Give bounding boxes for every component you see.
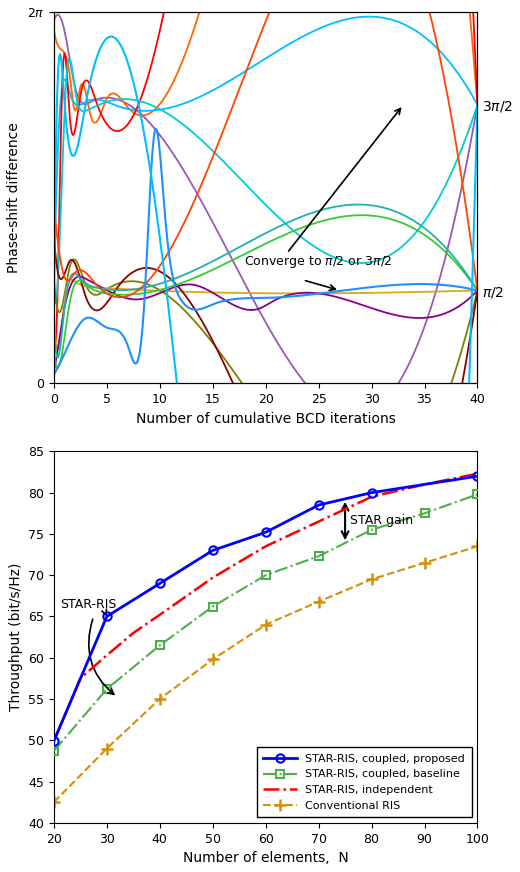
Line: STAR-RIS, independent: STAR-RIS, independent [54, 473, 477, 741]
X-axis label: Number of elements,  N: Number of elements, N [183, 851, 348, 865]
Text: STAR-RIS: STAR-RIS [60, 598, 116, 615]
Conventional RIS [263, 619, 269, 630]
STAR-RIS, independent [210, 572, 216, 582]
Conventional RIS [369, 574, 375, 584]
Conventional RIS [474, 542, 480, 552]
STAR-RIS, independent [421, 480, 427, 490]
STAR-RIS, independent [103, 650, 110, 660]
Y-axis label: Phase-shift difference: Phase-shift difference [7, 122, 21, 273]
STAR-RIS, coupled, proposed [103, 611, 110, 622]
STAR-RIS, coupled, baseline [369, 525, 375, 535]
STAR-RIS, coupled, proposed [51, 736, 57, 746]
Conventional RIS [157, 694, 163, 705]
Text: STAR gain: STAR gain [350, 514, 413, 528]
Conventional RIS [103, 743, 110, 753]
STAR-RIS, coupled, baseline [210, 602, 216, 612]
STAR-RIS, independent [157, 610, 163, 620]
Y-axis label: Throughput (bit/s/Hz): Throughput (bit/s/Hz) [9, 563, 22, 712]
STAR-RIS, independent [369, 492, 375, 502]
Line: Conventional RIS: Conventional RIS [48, 541, 483, 807]
STAR-RIS, coupled, baseline [263, 570, 269, 581]
STAR-RIS, coupled, baseline [474, 489, 480, 500]
Text: Converge to $\pi/2$ or $3\pi/2$: Converge to $\pi/2$ or $3\pi/2$ [244, 254, 393, 270]
STAR-RIS, coupled, baseline [157, 640, 163, 651]
STAR-RIS, coupled, baseline [51, 746, 57, 756]
Conventional RIS [316, 596, 322, 607]
X-axis label: Number of cumulative BCD iterations: Number of cumulative BCD iterations [136, 412, 396, 426]
Conventional RIS [421, 557, 427, 568]
Conventional RIS [210, 654, 216, 664]
STAR-RIS, independent [263, 542, 269, 552]
STAR-RIS, coupled, proposed [316, 500, 322, 510]
STAR-RIS, independent [474, 468, 480, 479]
STAR-RIS, coupled, baseline [421, 508, 427, 519]
STAR-RIS, coupled, baseline [316, 551, 322, 562]
STAR-RIS, independent [316, 516, 322, 527]
Line: STAR-RIS, coupled, baseline: STAR-RIS, coupled, baseline [50, 490, 482, 755]
STAR-RIS, coupled, proposed [210, 545, 216, 555]
Legend: STAR-RIS, coupled, proposed, STAR-RIS, coupled, baseline, STAR-RIS, independent,: STAR-RIS, coupled, proposed, STAR-RIS, c… [256, 747, 472, 817]
STAR-RIS, coupled, proposed [474, 471, 480, 481]
STAR-RIS, coupled, proposed [157, 578, 163, 589]
STAR-RIS, independent [51, 736, 57, 746]
STAR-RIS, independent [77, 673, 83, 684]
STAR-RIS, coupled, proposed [369, 487, 375, 498]
Line: STAR-RIS, coupled, proposed: STAR-RIS, coupled, proposed [50, 472, 482, 746]
STAR-RIS, coupled, proposed [263, 527, 269, 537]
Conventional RIS [51, 797, 57, 807]
STAR-RIS, coupled, baseline [103, 684, 110, 694]
STAR-RIS, independent [130, 628, 136, 638]
